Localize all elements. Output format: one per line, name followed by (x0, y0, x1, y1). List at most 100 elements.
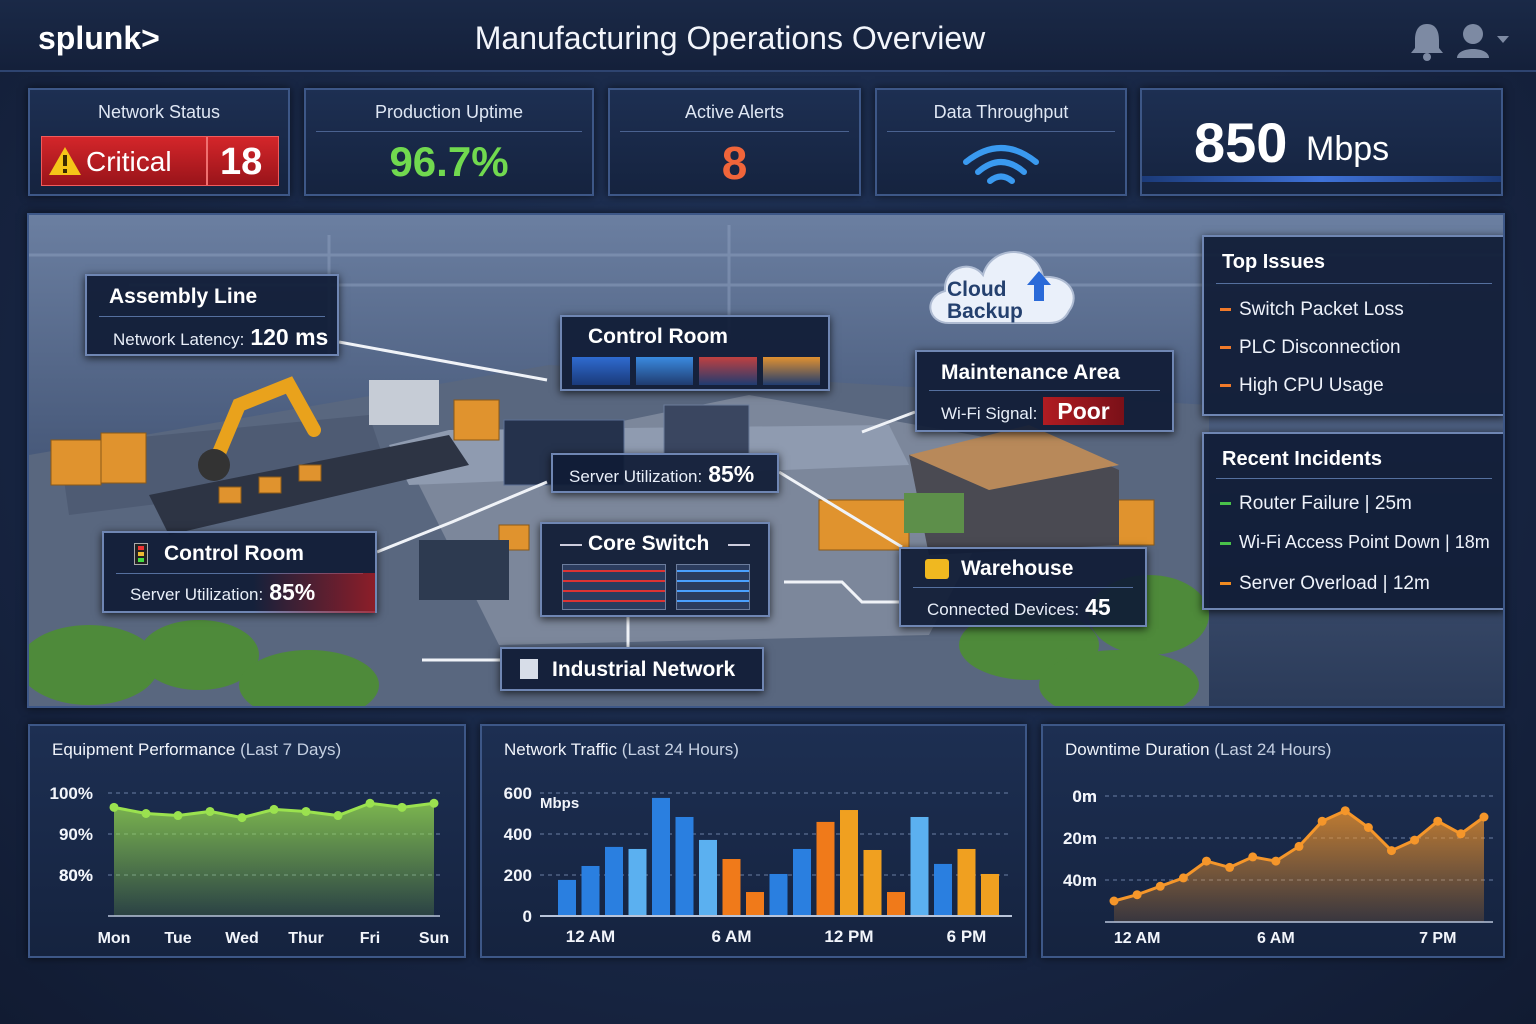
y-tick-label: 0 (523, 907, 532, 926)
chart-panel: 100% 90% 80% 80% Mon Tue Wed Thur Fri Sun Equipme… (28, 724, 466, 958)
dropdown-arrow (1497, 36, 1509, 43)
wifi-arc (975, 159, 1027, 175)
chart-title: Downtime Duration (1065, 740, 1210, 759)
bar (863, 849, 882, 916)
point (1456, 829, 1466, 839)
chart-subtitle: (Last 24 Hours) (621, 740, 739, 759)
box (298, 464, 322, 482)
x-tick-label: 6 PM (947, 927, 987, 946)
warehouse-icon (925, 559, 949, 579)
issue-item[interactable]: Switch Packet Loss (1220, 299, 1404, 321)
tree (139, 620, 259, 690)
point (1178, 873, 1188, 883)
separator (1216, 478, 1492, 479)
box (453, 399, 500, 441)
screen (635, 357, 693, 385)
core-switch-callout[interactable]: Core Switch (540, 522, 770, 617)
incident-item[interactable]: Wi-Fi Access Point Down | 18m (1220, 532, 1490, 553)
chart: 100%90%80%80%Mon Tue Wed Thur Fri Sun (50, 784, 450, 947)
callout-row: Connected Devices: 45 (927, 594, 1111, 621)
point (1317, 816, 1327, 826)
issue-item[interactable]: PLC Disconnection (1220, 337, 1401, 359)
top-issues-panel: Top Issues Switch Packet Loss PLC Discon… (1202, 235, 1503, 416)
point (1271, 856, 1281, 866)
network-icon (520, 659, 538, 679)
maintenance-callout[interactable]: Maintenance Area Wi-Fi Signal: Poor (915, 350, 1174, 432)
bar (628, 848, 647, 916)
issue-text: Switch Packet Loss (1239, 299, 1404, 320)
point (269, 804, 279, 814)
callout-label: Wi-Fi Signal: (941, 404, 1038, 423)
incident-item[interactable]: Router Failure | 25m (1220, 493, 1412, 515)
x-tick-label: 6 AM (1257, 930, 1295, 947)
logo[interactable]: splunk> (38, 20, 160, 56)
notification-icon[interactable] (1411, 24, 1443, 61)
user-head (1463, 24, 1483, 44)
x-tick-label: Fri (360, 930, 380, 947)
recent-incidents-panel: Recent Incidents Router Failure | 25m Wi… (1202, 432, 1503, 610)
callout-label: Connected Devices: (927, 600, 1080, 619)
box (218, 486, 242, 504)
callout-title: Maintenance Area (941, 361, 1120, 384)
traffic-light-icon (134, 543, 148, 565)
bar (957, 848, 976, 916)
control-room-top-callout[interactable]: Control Room (560, 315, 830, 391)
bell-body (1411, 24, 1443, 53)
screen (699, 357, 757, 385)
bar (769, 873, 788, 916)
tree (29, 625, 159, 705)
x-tick-label: 12 PM (824, 927, 873, 946)
throughput-unit: Mbps (1306, 130, 1390, 168)
robot-arm (207, 376, 321, 472)
title-rule (728, 544, 750, 546)
bar (746, 892, 764, 916)
bell-clapper (1423, 53, 1431, 61)
issue-item[interactable]: High CPU Usage (1220, 375, 1384, 397)
bar (887, 892, 905, 916)
incident-item[interactable]: Server Overload | 12m (1220, 573, 1430, 595)
point (205, 806, 215, 816)
switch-panel (562, 564, 666, 610)
point (1155, 881, 1165, 891)
point (1294, 841, 1304, 851)
bar (699, 839, 717, 916)
screen (762, 357, 820, 385)
throughput-value: 850 (1194, 111, 1288, 174)
control-room-callout[interactable]: Control Room Server Utilization: 85% (102, 531, 377, 613)
callout-label: Server Utilization: (569, 467, 703, 486)
cloud-icon (929, 251, 1075, 324)
kpi-title: Active Alerts (620, 102, 849, 132)
incident-text: Server Overload | 12m (1239, 573, 1430, 594)
callout-title: Control Room (588, 325, 728, 348)
warning-icon (49, 147, 81, 175)
callout-label: Server Utilization: (130, 585, 264, 604)
y-tick-label: 0m (1072, 787, 1097, 806)
issue-text: PLC Disconnection (1239, 337, 1401, 358)
server-callout[interactable]: Server Utilization: 85% (551, 453, 779, 493)
y-tick-label: 80% (59, 866, 93, 885)
kpi-card: Production Uptime 96.7% (304, 88, 594, 196)
x-tick-label: Wed (225, 930, 258, 947)
assembly-callout[interactable]: Assembly Line Network Latency: 120 ms (85, 274, 339, 356)
bar (581, 865, 600, 916)
warehouse-callout[interactable]: Warehouse Connected Devices: 45 (899, 547, 1147, 627)
callout-title: Industrial Network (552, 658, 736, 681)
callout-value: 120 ms (250, 324, 329, 350)
title-rule (560, 544, 582, 546)
trees (29, 575, 1209, 706)
x-tick-label: 7 PM (1419, 930, 1456, 947)
tree (239, 650, 379, 706)
bar (910, 816, 929, 916)
warning-mark (63, 155, 67, 166)
separator (1216, 283, 1492, 284)
chart-title: Equipment Performance (52, 740, 236, 759)
industrial-network-callout[interactable]: Industrial Network (500, 647, 764, 691)
x-tick-label: 12 AM (1114, 930, 1161, 947)
server-rack (663, 404, 750, 456)
header-icons (1411, 24, 1509, 61)
bar (605, 846, 623, 916)
point (173, 811, 183, 821)
user-menu[interactable] (1457, 24, 1509, 58)
